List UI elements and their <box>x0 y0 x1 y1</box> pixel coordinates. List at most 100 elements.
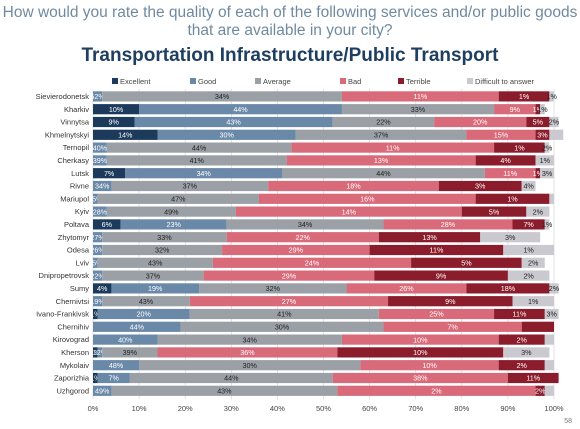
data-label: 11% <box>386 143 400 152</box>
data-label: 40% <box>118 335 133 344</box>
bar-segment <box>295 129 467 140</box>
bar-segment <box>102 347 158 358</box>
data-label: 27% <box>282 297 297 306</box>
bar-segment <box>544 219 550 230</box>
category-label: Kherson <box>61 348 89 357</box>
data-label: 34% <box>215 92 230 101</box>
bar-segment <box>93 283 112 294</box>
bar-segment <box>549 116 559 128</box>
data-label: 22% <box>296 233 311 242</box>
category-label: Zhytomyr <box>58 233 90 242</box>
bar-segment <box>512 219 545 230</box>
bar-row: 1% 20% 41% 25% 11% 3% <box>90 308 559 320</box>
bar-segment <box>360 360 499 371</box>
bar-segment <box>346 283 467 294</box>
bar-segment <box>332 372 508 384</box>
bar-segment <box>93 270 103 281</box>
bar-segment <box>512 296 554 307</box>
category-label: Lutsk <box>71 169 89 178</box>
data-label: 19% <box>90 297 105 306</box>
data-label: 44% <box>130 323 145 332</box>
legend-label: Excellent <box>120 77 151 86</box>
bar-segment <box>484 168 536 179</box>
category-label: Chernivtsi <box>56 297 90 306</box>
bar-segment <box>466 129 536 140</box>
bar-row: 7% 34% 44% 11% 1%3% <box>93 168 554 179</box>
bar-segment <box>258 193 476 204</box>
data-label: 16% <box>360 195 375 204</box>
data-label: 4% <box>523 182 534 191</box>
category-label: Sievierodonetsk <box>36 92 90 101</box>
data-label: 34% <box>95 182 110 191</box>
bar-segment <box>549 283 559 294</box>
bar-segment <box>549 193 554 204</box>
bar-segment <box>93 116 135 128</box>
bar-segment <box>503 244 554 256</box>
data-label: 18% <box>346 182 361 191</box>
data-label: 44% <box>224 374 239 383</box>
x-tick-label: 40% <box>270 404 285 413</box>
data-label: 11% <box>526 374 540 383</box>
data-label: 10% <box>413 348 428 357</box>
data-label: 1% <box>533 105 544 114</box>
bar-segment <box>341 334 499 345</box>
bar-row: 10% 44% 33% 9% 1%1% <box>93 104 548 115</box>
data-label: 44% <box>233 105 248 114</box>
legend-label: Bad <box>348 77 361 86</box>
data-label: 34% <box>196 169 211 178</box>
bar-segment <box>93 219 121 230</box>
legend-swatch <box>398 78 404 84</box>
category-label: Uzhgorod <box>56 386 89 395</box>
data-label: 5% <box>461 259 472 268</box>
bar-segment <box>544 385 554 396</box>
category-label: Odesa <box>67 246 90 255</box>
bar-segment <box>544 360 554 371</box>
data-label: 40% <box>93 143 108 152</box>
bar-segment <box>93 334 158 345</box>
data-label: 41% <box>190 156 205 165</box>
bar-row: 28% 49% 14% 5% 2% <box>93 206 550 217</box>
bar-segment <box>535 168 541 179</box>
data-label: 35% <box>88 195 103 204</box>
data-label: 39% <box>93 156 108 165</box>
data-label: 5% <box>489 207 500 216</box>
bar-segment <box>93 296 103 307</box>
data-label: 32% <box>155 246 170 255</box>
data-label: 29% <box>289 246 304 255</box>
data-label: 29% <box>282 271 297 280</box>
bar-row: 52% 34% 11% 1% 1% <box>90 91 557 102</box>
legend-swatch <box>190 78 196 84</box>
data-label: 1% <box>514 143 525 152</box>
data-label: 1% <box>533 169 544 178</box>
bar-segment <box>411 257 522 268</box>
data-label: 7% <box>104 169 115 178</box>
bar-segment <box>157 129 296 140</box>
bar-row: 19% 43% 27% 9% 1% <box>90 296 554 307</box>
bar-segment <box>337 385 536 396</box>
bar-row: 48% 30% 10% 2% <box>93 360 554 371</box>
bar-segment <box>97 257 213 268</box>
data-label: 1% <box>537 105 548 114</box>
bar-segment <box>120 219 227 230</box>
data-label: 13% <box>374 156 389 165</box>
category-axis: Sievierodonetsk Kharkiv Vinnytsa Khmelnytsk… <box>36 92 90 395</box>
data-label: 11% <box>413 92 427 101</box>
data-label: 2% <box>533 207 544 216</box>
bar-row: 44% 30% 7% <box>93 321 554 332</box>
bar-segment <box>189 296 389 307</box>
bar-row: 40% 34% 10% 2% <box>93 334 554 345</box>
bar-segment <box>332 116 435 128</box>
data-label: 43% <box>217 387 232 396</box>
bar-segment <box>106 206 236 217</box>
bar-segment <box>97 372 130 384</box>
data-label: 1% <box>90 374 101 383</box>
data-label: 2% <box>517 335 528 344</box>
data-label: 32% <box>266 284 281 293</box>
data-label: 23% <box>166 220 181 229</box>
data-label: 2% <box>517 361 528 370</box>
data-label: 11% <box>512 310 526 319</box>
legend-swatch <box>340 78 346 84</box>
bar-segment <box>507 270 550 281</box>
data-label: 9% <box>445 297 456 306</box>
